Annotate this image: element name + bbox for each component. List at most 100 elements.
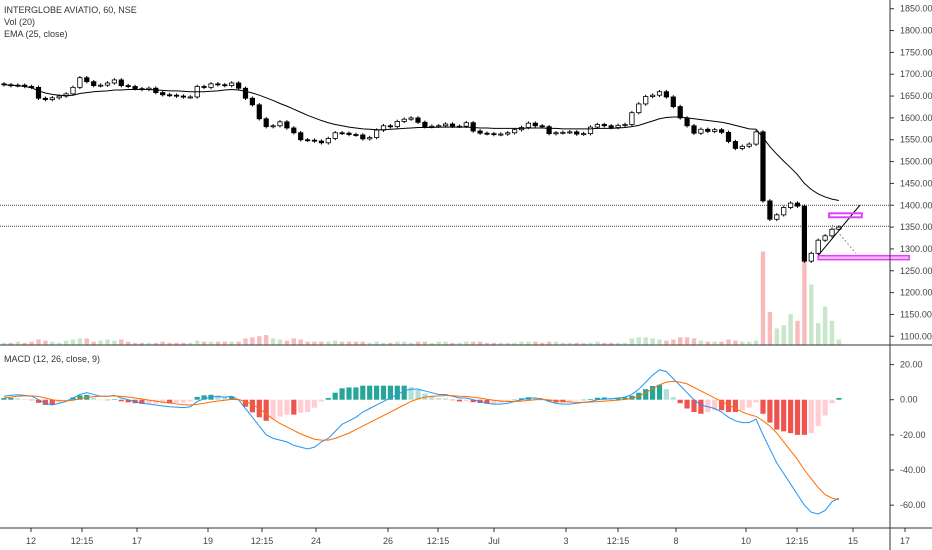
candle-body [477,130,483,134]
volume-bar [57,342,62,345]
volume-bar [353,341,359,345]
candle-body [546,126,552,135]
volume-bar [208,341,214,345]
candle-body [339,132,345,135]
volume-bar [98,340,103,345]
horizontal-lines[interactable] [0,204,890,227]
volume-bar [609,342,614,345]
target-line-top [828,212,863,219]
volume-bar [829,320,835,345]
volume-bar [477,341,483,345]
user-drawings[interactable] [817,204,910,261]
volume-bar [615,342,621,345]
volume-bar [201,341,207,345]
macd-histogram-bar [801,399,807,435]
macd-histogram-bar [104,399,111,401]
macd-histogram-bar [815,399,821,427]
volume-bar [84,338,89,345]
macd-histogram-bar [760,399,766,414]
candle-body [201,86,207,88]
macd-histogram-bar [91,397,97,400]
candle-body [235,82,242,89]
candle-body [815,239,821,254]
candle-body [484,132,490,135]
candle-body [298,132,304,141]
volume-bar [629,338,635,345]
ema-indicator-label[interactable]: EMA (25, close) [4,29,68,39]
candle-body [608,125,614,128]
macd-histogram-bar [215,395,221,400]
candle-body [788,202,794,208]
candle-body [574,131,580,135]
macd-histogram-bar [470,399,476,403]
macd-histogram-bar [125,399,131,403]
volume-bar [602,342,607,345]
volume-bar [243,338,248,345]
candle-body [180,95,186,98]
candle-body [760,131,766,202]
volume-bar [802,251,807,345]
volume-bar [753,340,759,345]
macd-histogram-bar [546,399,552,402]
macd-indicator-label[interactable]: MACD (12, 26, close, 9) [4,354,101,364]
macd-histogram-bar [629,395,635,400]
volume-bar [291,338,296,345]
volume-bar [684,337,690,345]
price-tick-label: 1650.00 [900,91,932,101]
macd-histogram-bar [705,399,711,413]
price-tick-label: 1500.00 [900,157,932,167]
volume-bar [105,339,110,345]
macd-histogram-bar [691,399,697,413]
candle-body [111,79,117,84]
macd-histogram-bar [594,397,600,400]
candle-body [415,117,421,123]
candle-body [463,122,469,127]
volume-bar [422,341,428,345]
volume-bar [305,341,310,345]
volume-bar [139,342,145,345]
candle-body [42,97,49,100]
macd-line [3,369,840,515]
macd-histogram-bar [201,395,207,400]
macd-tick-label: -60.00 [900,500,926,510]
candle-body [739,145,745,149]
macd-histogram-bar [656,384,663,400]
volume-bar [747,341,752,345]
macd-histogram-bar [505,399,511,402]
candle-body [801,205,808,262]
macd-histogram-bar [167,399,173,404]
candle-body [318,140,325,144]
volume-bar [36,339,41,345]
price-tick-label: 1150.00 [900,309,932,319]
macd-histogram-bar [463,399,469,402]
time-tick-label: 12:15 [251,536,274,546]
time-tick-label: 26 [383,536,393,546]
price-tick-label: 1100.00 [900,331,932,341]
volume-bar [195,340,200,345]
volume-bar [1,342,7,345]
macd-histogram-bar [491,399,497,404]
volume-bar [733,340,738,345]
volume-bar [270,338,276,345]
volume-bar [167,342,172,345]
symbol-title[interactable]: INTERGLOBE AVIATIO, 60, NSE [4,5,137,15]
volume-bar [767,312,773,345]
macd-histogram-bar [532,397,538,400]
macd-histogram-bar [111,399,117,400]
volume-bar [43,340,48,345]
candle-body [360,134,366,140]
macd-histogram-bar [98,399,104,401]
macd-histogram-bar [346,387,352,400]
volume-bar [236,341,241,345]
macd-tick-label: -40.00 [900,465,926,475]
candle-body [270,125,276,128]
vol-indicator-label[interactable]: Vol (20) [4,17,36,27]
volume-bar [160,341,165,345]
time-tick-label: 12:15 [786,536,809,546]
macd-histogram-bar [581,399,587,401]
macd-histogram-bar [291,399,297,415]
macd-histogram-bar [525,397,531,400]
macd-histogram-bar [353,387,359,400]
volume-bar [595,341,600,345]
